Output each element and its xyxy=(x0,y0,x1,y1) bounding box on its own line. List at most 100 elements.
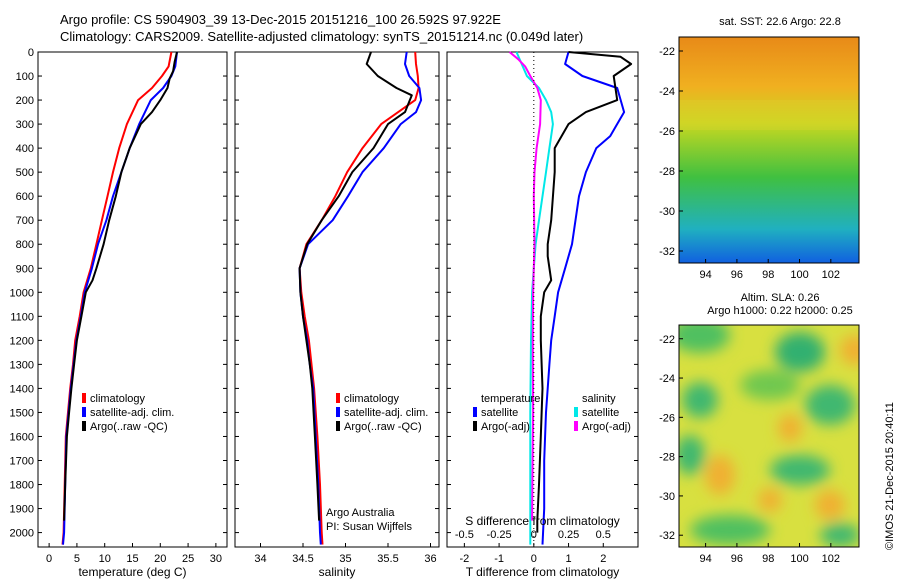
diff-s-legend-label: Argo(-adj) xyxy=(582,421,631,433)
sal-frame xyxy=(234,51,440,548)
sal-legend-swatch xyxy=(336,421,340,431)
diff-frame xyxy=(446,51,639,548)
temp-ytick-label: 800 xyxy=(16,239,34,251)
temp-xlabel: temperature (deg C) xyxy=(78,565,186,579)
temp-ytick-label: 0 xyxy=(28,47,34,59)
sal-annotation-1: Argo Australia xyxy=(326,507,395,519)
sal-legend-label: climatology xyxy=(344,393,400,405)
sla-xtick-label: 94 xyxy=(699,553,711,565)
temp-ytick-label: 900 xyxy=(16,263,34,275)
temp-ytick-label: 1500 xyxy=(10,407,34,419)
sst-field xyxy=(679,37,859,263)
salinity-panel: 34 34.5 35 35.5 36 salinity climatology satelli… xyxy=(234,51,440,579)
temp-legend-swatch xyxy=(82,421,86,431)
sst-xtick-label: 100 xyxy=(790,269,808,281)
sst-xtick-label: 98 xyxy=(762,269,774,281)
sst-map-title: sat. SST: 22.6 Argo: 22.8 xyxy=(719,16,841,28)
sst-ytick-label: -30 xyxy=(659,206,675,218)
temp-ytick-label: 500 xyxy=(16,167,34,179)
temp-ytick-label: 700 xyxy=(16,215,34,227)
sst-ytick-label: -32 xyxy=(659,246,675,258)
diff-series-3 xyxy=(508,51,542,521)
temp-ytick-label: 200 xyxy=(16,95,34,107)
sst-xtick-label: 102 xyxy=(822,269,840,281)
sla-xtick-label: 100 xyxy=(790,553,808,565)
diff-x2tick-label: 0.25 xyxy=(558,529,579,541)
sla-xtick-label: 98 xyxy=(762,553,774,565)
sst-xtick-label: 94 xyxy=(699,269,711,281)
sla-xtick-label: 96 xyxy=(731,553,743,565)
diff-xtick-label: -2 xyxy=(459,553,469,565)
diff-xtick-label: 2 xyxy=(600,553,606,565)
climatology-title: Climatology: CARS2009. Satellite-adjuste… xyxy=(60,29,584,44)
sal-xlabel: salinity xyxy=(319,565,356,579)
diff-legend-title-temperature: temperature xyxy=(481,393,540,405)
sst-ytick-label: -24 xyxy=(659,86,675,98)
difference-panel: -2 -1 0 1 2T difference from climatology -0.5… xyxy=(446,51,639,579)
temp-ytick-label: 100 xyxy=(16,71,34,83)
sal-xtick-label: 35.5 xyxy=(377,553,398,565)
diff-t-legend-label: satellite xyxy=(481,407,518,419)
sst-ytick-label: -22 xyxy=(659,46,675,58)
diff-x2tick-label: -0.5 xyxy=(455,529,474,541)
sla-ytick-label: -24 xyxy=(659,373,675,385)
temp-xtick-label: 10 xyxy=(99,553,111,565)
diff-t-legend-swatch xyxy=(473,421,477,431)
sal-legend-label: satellite-adj. clim. xyxy=(344,407,428,419)
diff-series-0 xyxy=(541,51,626,545)
diff-series-1 xyxy=(536,51,633,533)
sst-ytick-label: -28 xyxy=(659,166,675,178)
sst-xtick-label: 96 xyxy=(731,269,743,281)
sal-xtick-label: 34.5 xyxy=(292,553,313,565)
profile-title: Argo profile: CS 5904903_39 13-Dec-2015 … xyxy=(60,12,501,27)
sal-legend-swatch xyxy=(336,407,340,417)
sla-map-axes: 94 96 98 100 102 -22 -24 -26 -28 -30 -32 xyxy=(659,324,860,565)
sal-series-2 xyxy=(298,51,413,521)
sal-xtick-label: 35 xyxy=(339,553,351,565)
temp-legend-swatch xyxy=(82,393,86,403)
diff-x2tick-label: -0.25 xyxy=(487,529,512,541)
temp-ytick-label: 1800 xyxy=(10,480,34,492)
diff-t-legend-swatch xyxy=(473,407,477,417)
sal-xtick-label: 36 xyxy=(424,553,436,565)
temp-ytick-label: 1300 xyxy=(10,359,34,371)
sla-map-title: Altim. SLA: 0.26 xyxy=(740,292,820,304)
sal-annotation-2: PI: Susan Wijffels xyxy=(326,521,412,533)
sla-xtick-label: 102 xyxy=(822,553,840,565)
temp-ytick-label: 1200 xyxy=(10,335,34,347)
sla-ytick-label: -26 xyxy=(659,412,675,424)
sst-band xyxy=(679,100,859,130)
diff-series-2 xyxy=(515,51,554,545)
temp-legend-swatch xyxy=(82,407,86,417)
diff-s-legend-swatch xyxy=(574,407,578,417)
diff-xtick-label: -1 xyxy=(494,553,504,565)
diff-t-legend-label: Argo(-adj) xyxy=(481,421,530,433)
diff-xlabel: T difference from climatology xyxy=(466,565,620,579)
sla-frame xyxy=(678,324,860,548)
temp-ytick-label: 300 xyxy=(16,119,34,131)
sal-xtick-label: 34 xyxy=(254,553,266,565)
sal-legend-swatch xyxy=(336,393,340,403)
sal-legend-label: Argo(..raw -QC) xyxy=(344,421,422,433)
temp-xtick-label: 30 xyxy=(210,553,222,565)
sst-map xyxy=(679,37,859,263)
temp-xtick-label: 15 xyxy=(126,553,138,565)
diff-xtick-label: 1 xyxy=(565,553,571,565)
temp-ytick-label: 1700 xyxy=(10,455,34,467)
temp-ytick-label: 1600 xyxy=(10,431,34,443)
sal-series-1 xyxy=(298,51,423,545)
diff-s-legend-swatch xyxy=(574,421,578,431)
temp-legend-label: Argo(..raw -QC) xyxy=(90,421,168,433)
temp-ytick-label: 1400 xyxy=(10,383,34,395)
sst-map-axes: 94 96 98 100 102 -22 -24 -26 -28 -30 -32 xyxy=(659,36,860,281)
sla-ytick-label: -22 xyxy=(659,334,675,346)
sla-blobs xyxy=(679,325,859,547)
sla-map-subtitle: Argo h1000: 0.22 h2000: 0.25 xyxy=(707,305,853,317)
sst-frame xyxy=(678,36,860,264)
temp-series-1 xyxy=(62,51,178,545)
temperature-panel: 0100200300400500600700800900100011001200… xyxy=(10,47,228,579)
temp-ytick-label: 1100 xyxy=(10,311,34,323)
sla-map xyxy=(679,325,859,547)
sla-ytick-label: -28 xyxy=(659,452,675,464)
temp-xtick-label: 20 xyxy=(154,553,166,565)
